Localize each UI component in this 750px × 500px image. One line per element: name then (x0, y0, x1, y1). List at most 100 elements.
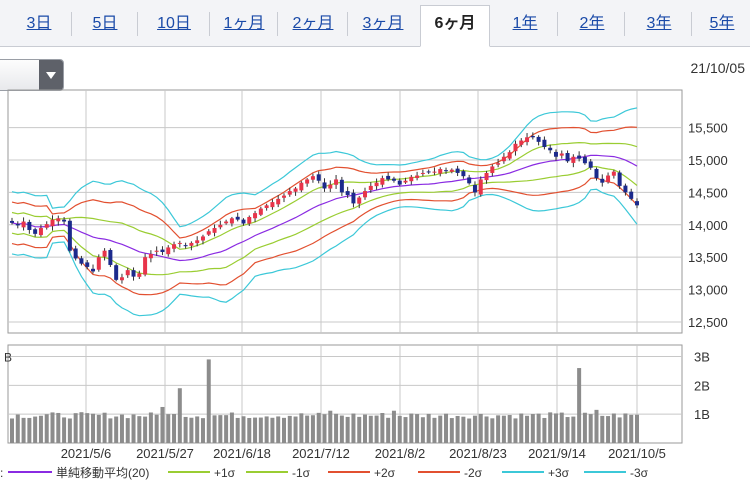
tab-separator (347, 12, 348, 36)
volume-bar (629, 414, 634, 443)
tab-separator (624, 12, 625, 36)
tab-9[interactable]: 2年 (579, 15, 605, 32)
volume-bar (420, 417, 425, 443)
volume-bar (565, 417, 570, 443)
volume-bar (536, 413, 541, 443)
volume-bar (270, 417, 275, 443)
candle-body (172, 244, 177, 249)
volume-bar (102, 412, 107, 443)
date-tick-label: 2021/8/2 (375, 446, 426, 461)
volume-bar (472, 415, 477, 443)
tab-separator (557, 12, 558, 36)
volume-bar (195, 416, 200, 443)
volume-bar (397, 415, 402, 443)
candle-body (299, 182, 304, 191)
volume-bar (409, 413, 414, 443)
candle-body (368, 185, 373, 190)
candle-body (85, 262, 90, 267)
tab-7[interactable]: 6ヶ月 (420, 5, 490, 47)
volume-bar (73, 413, 78, 443)
candle-body (148, 253, 153, 259)
candle-body (119, 277, 124, 281)
candle-body (345, 191, 350, 195)
volume-bar (50, 412, 55, 443)
candle-body (420, 172, 425, 174)
candle-body (108, 250, 113, 265)
candle-body (102, 250, 107, 257)
volume-bar (183, 416, 188, 443)
tab-5[interactable]: 2ヶ月 (292, 15, 334, 32)
candle-body (154, 250, 159, 252)
legend-label: +3σ (548, 466, 570, 480)
date-tick-label: 2021/9/14 (528, 446, 586, 461)
candle-body (206, 231, 211, 235)
tab-4[interactable]: 1ヶ月 (223, 15, 265, 32)
volume-bar (310, 415, 315, 443)
volume-bar (287, 415, 292, 443)
volume-bar (368, 415, 373, 443)
volume-bar (56, 412, 61, 443)
volume-bar (206, 359, 211, 443)
volume-bar (96, 414, 101, 443)
candle-body (519, 140, 524, 145)
volume-bar (501, 415, 506, 443)
candle-body (397, 180, 402, 185)
volume-bar (513, 418, 518, 443)
legend-label: +1σ (214, 466, 236, 480)
candle-body (44, 224, 49, 228)
volume-bar (224, 415, 229, 443)
volume-bar (241, 416, 246, 443)
volume-bar (577, 368, 582, 443)
candle-body (10, 220, 14, 223)
candle-body (160, 249, 165, 252)
candle-body (177, 242, 182, 244)
candle-body (588, 161, 593, 168)
volume-bar (212, 415, 217, 443)
candle-body (218, 224, 223, 228)
candle-body (281, 195, 286, 198)
volume-tick-label: 3B (694, 350, 710, 365)
candle-body (635, 201, 639, 206)
volume-bar (403, 417, 408, 443)
candle-body (432, 171, 437, 173)
candle-body (328, 184, 333, 189)
volume-bar (218, 415, 223, 443)
date-tick-label: 2021/7/12 (292, 446, 350, 461)
candle-body (594, 168, 599, 179)
tab-11[interactable]: 5年 (709, 15, 735, 32)
price-tick-label: 15,500 (688, 121, 728, 136)
tab-8[interactable]: 1年 (512, 15, 538, 32)
volume-bar (374, 415, 379, 443)
volume-bar (525, 415, 530, 443)
candle-body (334, 179, 339, 185)
candle-body (264, 205, 269, 209)
tab-10[interactable]: 3年 (646, 15, 672, 32)
volume-bar (33, 416, 38, 443)
volume-bar (334, 413, 339, 443)
candle-body (629, 191, 634, 199)
volume-bar (229, 412, 234, 443)
tab-6[interactable]: 3ヶ月 (362, 15, 404, 32)
volume-bar (553, 413, 558, 443)
band-line-sma20 (11, 154, 638, 262)
legend-prefix: : (0, 466, 3, 480)
volume-bar (172, 414, 177, 443)
volume-axis-left-label: B (4, 351, 12, 365)
candle-body (617, 172, 622, 186)
tab-1[interactable]: 3日 (26, 15, 52, 32)
price-tick-label: 14,500 (688, 185, 728, 200)
volume-bar (438, 415, 443, 443)
candle-body (577, 155, 582, 159)
volume-bar (148, 412, 153, 443)
candle-body (513, 143, 518, 152)
volume-bar (594, 409, 599, 443)
legend-label: -1σ (292, 466, 311, 480)
volume-bar (357, 416, 362, 443)
price-tick-label: 13,500 (688, 250, 728, 265)
tab-3[interactable]: 10日 (157, 15, 191, 32)
band-line-minus1sigma (11, 165, 638, 276)
volume-bar (276, 416, 281, 443)
tab-separator (137, 12, 138, 36)
chevron-down-icon[interactable] (39, 60, 63, 90)
tab-2[interactable]: 5日 (92, 15, 118, 32)
